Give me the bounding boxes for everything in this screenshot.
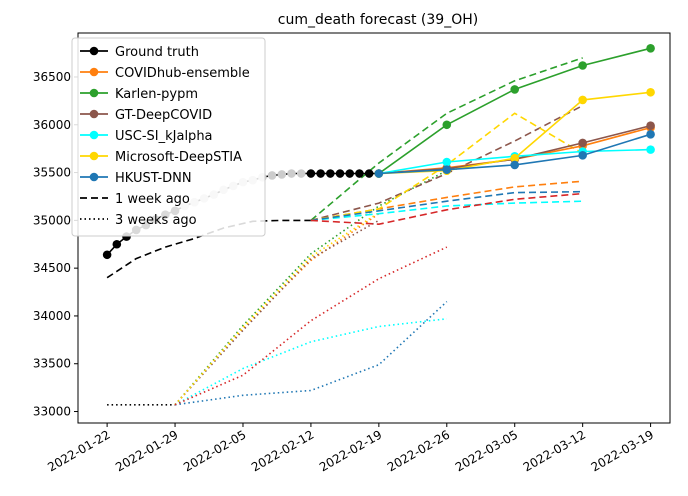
data-point <box>578 138 587 148</box>
x-tick-label: 2022-03-12 <box>521 427 588 474</box>
y-tick-label: 36000 <box>33 118 71 132</box>
y-tick-label: 36500 <box>33 70 71 84</box>
data-point <box>326 169 335 178</box>
data-point <box>578 61 587 70</box>
legend-marker <box>89 46 99 56</box>
data-point <box>442 120 452 130</box>
data-point <box>442 165 452 174</box>
legend-label: USC-SI_kJalpha <box>115 129 213 144</box>
x-tick-label: 2022-02-26 <box>385 427 452 474</box>
legend-label: HKUST-DNN <box>115 171 192 186</box>
series-karlen-pypm-1-week-ago <box>310 57 583 222</box>
series-line-other-1-week-ago <box>310 192 583 226</box>
legend-item: Ground truth <box>80 45 199 60</box>
data-point <box>335 169 345 178</box>
data-point <box>510 153 520 163</box>
x-tick-label: 2022-03-19 <box>589 427 656 474</box>
series-hkust-dnn <box>374 130 655 178</box>
legend: Ground truth COVIDhub-ensemble Karlen-pypm… <box>71 37 266 237</box>
data-point <box>374 169 384 178</box>
data-point <box>316 169 325 178</box>
series-usc-si-kjalpha-3-weeks-ago <box>174 318 447 406</box>
data-point <box>578 95 587 105</box>
legend-item: 1 week ago <box>80 192 190 207</box>
series-line-karlen-pypm-3-weeks-ago <box>174 169 448 406</box>
legend-item: Microsoft-DeepSTIA <box>80 150 242 165</box>
series-line-usc-si-kjalpha-3-weeks-ago <box>174 318 447 406</box>
legend-marker <box>89 88 99 98</box>
legend-item: GT-DeepCOVID <box>80 108 212 123</box>
series-line-karlen-pypm-1-week-ago <box>310 57 583 222</box>
legend-label: Ground truth <box>115 45 199 60</box>
legend-item: COVIDhub-ensemble <box>80 66 250 81</box>
series-hkust-dnn-3-weeks-ago <box>174 301 448 406</box>
data-point <box>646 87 655 97</box>
legend-item: Karlen-pypm <box>80 87 198 102</box>
x-tick-label: 2022-02-12 <box>249 427 316 474</box>
data-point <box>296 169 306 178</box>
series-karlen-pypm-3-weeks-ago <box>174 169 448 406</box>
data-point <box>112 239 122 249</box>
y-tick-label: 34000 <box>33 309 71 323</box>
chart-title: cum_death forecast (39_OH) <box>278 12 478 28</box>
x-tick-label: 2022-01-29 <box>113 427 180 474</box>
legend-label: Karlen-pypm <box>115 87 198 102</box>
series-other-1-week-ago <box>310 192 583 226</box>
data-point <box>646 43 655 53</box>
data-point <box>364 169 374 178</box>
legend-label: 1 week ago <box>115 192 190 207</box>
data-point <box>646 130 655 139</box>
series-hkust-dnn-1-week-ago <box>310 190 583 222</box>
series-gt-deepcovid <box>374 121 655 178</box>
x-tick-label: 2022-01-22 <box>45 427 112 474</box>
series-line-hkust-dnn-1-week-ago <box>310 190 583 222</box>
series-line-hkust-dnn-3-weeks-ago <box>174 301 448 406</box>
series-usc-si-kjalpha-1-week-ago <box>310 200 583 222</box>
legend-label: 3 weeks ago <box>115 213 197 228</box>
legend-item: USC-SI_kJalpha <box>80 129 213 144</box>
series-line-gt-deepcovid-3-weeks-ago <box>174 219 380 406</box>
data-point <box>510 85 520 94</box>
legend-marker <box>89 151 99 161</box>
legend-marker <box>89 109 99 119</box>
data-point <box>646 145 655 154</box>
data-point <box>355 169 364 178</box>
data-point <box>345 169 355 178</box>
legend-label: GT-DeepCOVID <box>115 108 212 123</box>
data-point <box>442 157 452 167</box>
legend-item: HKUST-DNN <box>80 171 192 186</box>
series-line-other-3-weeks-ago <box>174 246 448 406</box>
x-tick-label: 2022-03-05 <box>453 427 520 474</box>
legend-label: Microsoft-DeepSTIA <box>115 150 242 165</box>
legend-item: 3 weeks ago <box>80 213 197 228</box>
series-covidhub-ensemble-3-weeks-ago <box>174 213 380 406</box>
y-tick-label: 35500 <box>33 166 71 180</box>
series-line-usc-si-kjalpha-1-week-ago <box>310 200 583 222</box>
x-tick-label: 2022-02-05 <box>181 427 248 474</box>
legend-label: COVIDhub-ensemble <box>115 66 250 81</box>
data-point <box>287 169 296 178</box>
legend-box <box>71 37 266 237</box>
data-point <box>102 250 112 260</box>
y-tick-label: 35000 <box>33 213 71 227</box>
y-tick-label: 33500 <box>33 357 71 371</box>
data-point <box>510 160 520 170</box>
y-tick-label: 34500 <box>33 261 71 275</box>
series-other-3-weeks-ago <box>174 246 448 406</box>
series-line-covidhub-ensemble-3-weeks-ago <box>174 213 380 406</box>
data-point <box>646 121 655 131</box>
legend-marker <box>89 130 99 140</box>
x-tick-label: 2022-02-19 <box>317 427 384 474</box>
data-point <box>306 169 316 178</box>
data-point <box>267 171 277 180</box>
data-point <box>578 151 587 160</box>
y-tick-label: 33000 <box>33 405 71 419</box>
legend-marker <box>89 67 99 77</box>
legend-marker <box>89 172 99 182</box>
data-point <box>277 170 287 179</box>
series-gt-deepcovid-3-weeks-ago <box>174 219 380 406</box>
